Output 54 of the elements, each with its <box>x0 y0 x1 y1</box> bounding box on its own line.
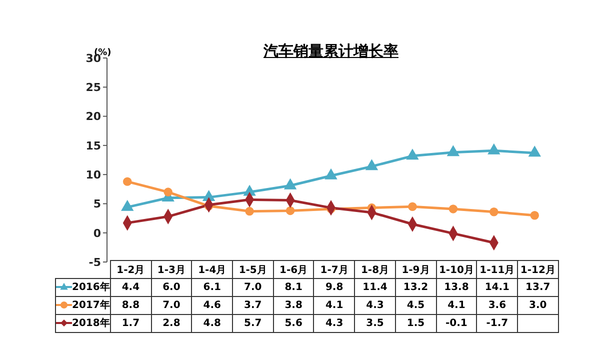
data-label: -1.7 <box>476 314 518 332</box>
data-label: 3.6 <box>476 296 518 314</box>
data-label: 8.8 <box>110 296 152 314</box>
x-tick-label: 1-10月 <box>436 260 477 278</box>
data-label: 4.8 <box>192 314 232 332</box>
data-label: 3.5 <box>354 314 396 332</box>
data-label: 5.6 <box>273 314 314 332</box>
data-label: 3.8 <box>273 296 314 314</box>
data-label: 6.0 <box>151 278 192 296</box>
legend-label: 2017年 <box>72 298 110 312</box>
data-label: 4.1 <box>436 296 477 314</box>
chart-title: 汽车销量累计增长率 <box>264 42 398 60</box>
data-label: 6.1 <box>192 278 232 296</box>
legend-label: 2016年 <box>72 280 110 294</box>
legend-label: 2018年 <box>72 316 110 330</box>
data-label: 13.8 <box>436 278 477 296</box>
y-tick-label: 25 <box>86 81 101 94</box>
x-tick-label: 1-11月 <box>476 260 518 278</box>
data-label: 1.5 <box>395 314 436 332</box>
y-tick-label: 0 <box>93 226 102 240</box>
data-label: 4.4 <box>110 278 152 296</box>
data-label: 5.7 <box>232 314 274 332</box>
data-label: 4.3 <box>354 296 396 314</box>
data-label: 4.1 <box>314 296 355 314</box>
x-tick-label: 1-6月 <box>273 260 314 278</box>
data-label: 3.0 <box>518 296 558 314</box>
x-tick-label: 1-2月 <box>110 260 152 278</box>
data-label: 8.1 <box>273 278 314 296</box>
data-label: 14.1 <box>476 278 518 296</box>
x-tick-label: 1-7月 <box>314 260 355 278</box>
data-label: 2.8 <box>151 314 192 332</box>
data-label: 3.7 <box>232 296 274 314</box>
x-tick-label: 1-8月 <box>354 260 396 278</box>
x-tick-label: 1-3月 <box>151 260 192 278</box>
data-label: 4.6 <box>192 296 232 314</box>
y-tick-label: 5 <box>93 198 101 211</box>
data-label: 7.0 <box>232 278 274 296</box>
data-label: 11.4 <box>354 278 396 296</box>
data-label: -0.1 <box>436 314 477 332</box>
data-label: 4.5 <box>395 296 436 314</box>
y-tick-label: 20 <box>86 110 102 124</box>
x-tick-label: 1-5月 <box>232 260 274 278</box>
data-label: 7.0 <box>151 296 192 314</box>
data-label: 13.2 <box>395 278 436 296</box>
data-label: 4.3 <box>314 314 355 332</box>
y-tick-label: 15 <box>86 139 101 152</box>
x-tick-label: 1-4月 <box>192 260 232 278</box>
x-tick-label: 1-9月 <box>395 260 436 278</box>
y-tick-label: 10 <box>86 168 102 182</box>
data-label: 1.7 <box>110 314 152 332</box>
x-tick-label: 1-12月 <box>518 260 558 278</box>
data-label: 13.7 <box>518 278 558 296</box>
data-label: 9.8 <box>314 278 355 296</box>
y-tick-label: -5 <box>88 256 101 269</box>
